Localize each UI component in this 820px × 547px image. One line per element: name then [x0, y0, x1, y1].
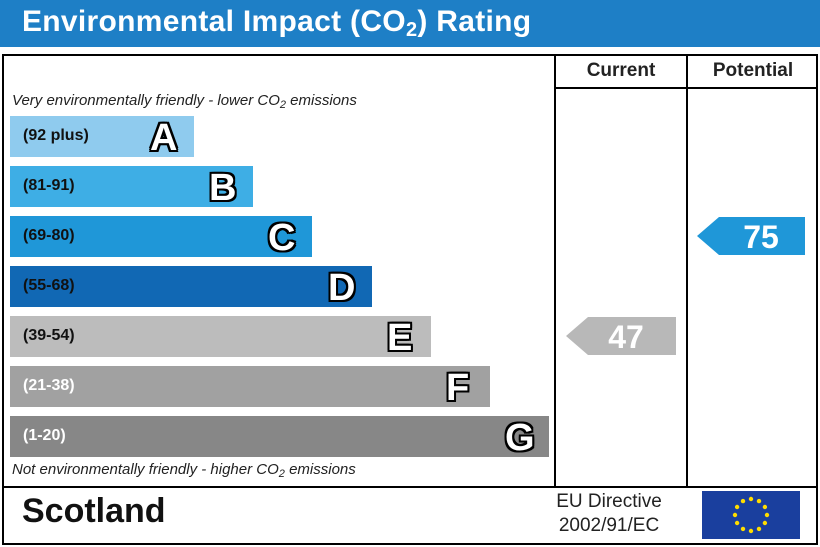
band-e: (39-54) E [10, 316, 431, 359]
band-letter: C [268, 217, 296, 259]
band-range: (1-20) [23, 427, 66, 444]
potential-header: Potential [712, 60, 794, 81]
band-range: (69-80) [23, 227, 75, 244]
flag-star [748, 496, 754, 502]
band-range: (21-38) [23, 377, 75, 394]
current-rating-value: 47 [608, 319, 644, 355]
current-rating-arrow: 47 [566, 317, 676, 355]
band-letter: G [505, 417, 535, 459]
band-range: (39-54) [23, 327, 75, 344]
top-note: Very environmentally friendly - lower CO… [12, 92, 357, 111]
flag-star [756, 498, 762, 504]
flag-star [732, 512, 738, 518]
divider-current [554, 54, 556, 488]
region-label: Scotland [22, 492, 166, 530]
band-c: (69-80) C [10, 216, 312, 259]
bottom-note: Not environmentally friendly - higher CO… [12, 461, 356, 480]
band-letter: A [150, 117, 178, 159]
band-letter: B [209, 167, 237, 209]
band-letter: D [328, 267, 356, 309]
band-g: (1-20) G [10, 416, 549, 459]
band-range: (92 plus) [23, 127, 89, 144]
band-letter: F [446, 367, 470, 409]
band-letter: E [387, 317, 413, 359]
footer-rule [2, 486, 818, 488]
rating-frame [2, 54, 818, 545]
flag-star [740, 526, 746, 532]
header-rule [556, 87, 818, 89]
current-header: Current [586, 60, 656, 81]
eu-directive: EU Directive 2002/91/EC [556, 491, 662, 536]
flag-star [734, 520, 740, 526]
chart-title: Environmental Impact (CO2) Rating [22, 5, 532, 41]
potential-rating-value: 75 [743, 219, 779, 255]
flag-star [762, 504, 768, 510]
band-range: (55-68) [23, 277, 75, 294]
flag-star [764, 512, 770, 518]
band-f: (21-38) F [10, 366, 490, 409]
band-range: (81-91) [23, 177, 75, 194]
potential-rating-arrow: 75 [697, 217, 805, 255]
band-b: (81-91) B [10, 166, 253, 209]
title-bar: Environmental Impact (CO2) Rating [0, 0, 820, 47]
divider-potential [686, 54, 688, 488]
flag-star [734, 504, 740, 510]
band-d: (55-68) D [10, 266, 372, 309]
flag-star [762, 520, 768, 526]
flag-star [748, 528, 754, 534]
flag-star [740, 498, 746, 504]
band-a: (92 plus) A [10, 116, 194, 159]
flag-star [756, 526, 762, 532]
eu-flag-icon [702, 491, 800, 539]
